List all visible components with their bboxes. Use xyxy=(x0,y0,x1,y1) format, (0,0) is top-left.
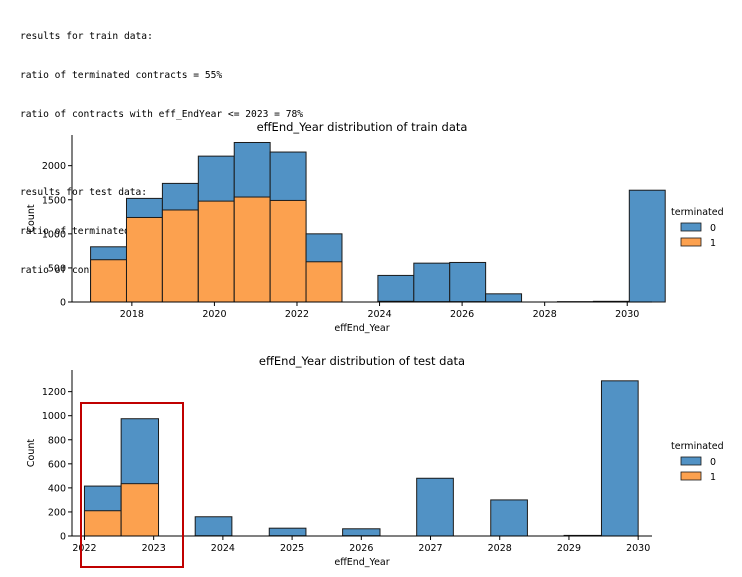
bar-terminated-0 xyxy=(268,527,307,537)
legend-swatch xyxy=(680,237,702,247)
legend-swatch xyxy=(680,222,702,232)
legend-title: terminated xyxy=(671,207,724,218)
console-line: ratio of contracts with eff_EndYear <= 2… xyxy=(20,109,304,120)
y-tick-label: 500 xyxy=(48,263,66,274)
console-line: results for test data: xyxy=(20,187,148,198)
y-tick-label: 1000 xyxy=(42,411,66,422)
y-tick-label: 0 xyxy=(60,532,66,543)
x-tick-label: 2025 xyxy=(280,543,304,554)
y-tick-label: 1200 xyxy=(42,387,66,398)
x-tick-label: 2022 xyxy=(72,543,96,554)
x-tick-label: 2024 xyxy=(211,543,235,554)
y-tick-label: 200 xyxy=(48,507,66,518)
y-tick-label: 0 xyxy=(60,298,66,309)
chart-title: effEnd_Year distribution of train data xyxy=(257,120,468,134)
x-axis-label: effEnd_Year xyxy=(334,557,389,568)
x-axis-label: effEnd_Year xyxy=(334,323,389,334)
legend-label: 0 xyxy=(710,457,716,468)
bar-terminated-0 xyxy=(485,293,523,303)
bar-terminated-0 xyxy=(194,516,233,537)
y-tick-label: 800 xyxy=(48,435,66,446)
y-tick-label: 400 xyxy=(48,483,66,494)
y-tick-label: 1500 xyxy=(42,195,66,206)
highlight-box xyxy=(80,402,184,568)
legend-swatch xyxy=(680,471,702,481)
bar-terminated-1 xyxy=(233,196,271,303)
bar-terminated-1 xyxy=(305,261,343,303)
legend-label: 1 xyxy=(710,472,716,483)
x-tick-label: 2020 xyxy=(202,309,226,320)
x-tick-label: 2024 xyxy=(367,309,391,320)
chart-title: effEnd_Year distribution of test data xyxy=(259,354,465,368)
x-tick-label: 2022 xyxy=(285,309,309,320)
x-tick-label: 2027 xyxy=(418,543,442,554)
bar-terminated-1 xyxy=(83,510,122,537)
x-tick-label: 2030 xyxy=(615,309,639,320)
bar-terminated-0 xyxy=(600,380,639,537)
bar-terminated-1 xyxy=(90,259,127,303)
bar-terminated-0 xyxy=(377,274,415,303)
x-tick-label: 2030 xyxy=(626,543,650,554)
bar-terminated-1 xyxy=(125,216,163,303)
bar-terminated-0 xyxy=(449,261,487,303)
x-tick-label: 2026 xyxy=(349,543,373,554)
bar-terminated-0 xyxy=(416,477,454,537)
x-tick-label: 2023 xyxy=(142,543,166,554)
bar-terminated-1 xyxy=(269,199,307,303)
bar-terminated-1 xyxy=(197,200,235,303)
x-tick-label: 2028 xyxy=(488,543,512,554)
legend-swatch xyxy=(680,456,702,466)
console-line: ratio of terminated contracts = 55% xyxy=(20,70,223,81)
bar-terminated-1 xyxy=(120,483,160,537)
y-tick-label: 1000 xyxy=(42,229,66,240)
bar-terminated-0 xyxy=(413,262,451,303)
y-tick-label: 600 xyxy=(48,459,66,470)
y-tick-label: 2000 xyxy=(42,161,66,172)
bar-terminated-0 xyxy=(342,528,381,537)
y-axis-label: Count xyxy=(26,439,37,467)
bar-terminated-1 xyxy=(161,209,199,303)
x-tick-label: 2029 xyxy=(557,543,581,554)
x-tick-label: 2028 xyxy=(533,309,557,320)
bar-terminated-0 xyxy=(628,189,666,303)
bar-terminated-0 xyxy=(490,499,528,537)
x-tick-label: 2018 xyxy=(120,309,144,320)
legend-title: terminated xyxy=(671,441,724,452)
console-line: results for train data: xyxy=(20,31,153,42)
y-axis-label: Count xyxy=(26,204,37,232)
legend-label: 1 xyxy=(710,238,716,249)
x-tick-label: 2026 xyxy=(450,309,474,320)
legend-label: 0 xyxy=(710,223,716,234)
